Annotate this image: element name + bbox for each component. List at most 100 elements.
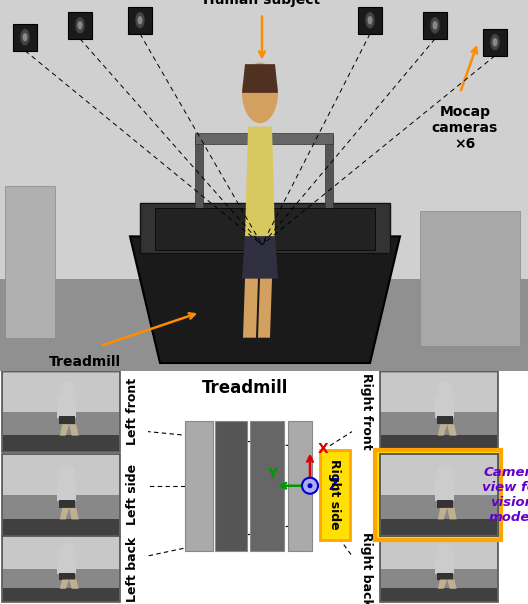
Circle shape [75,17,85,34]
Bar [380,536,498,602]
Text: Camera
view for
vision
model: Camera view for vision model [482,466,528,524]
Circle shape [437,543,453,559]
Bar [58,478,77,501]
Polygon shape [69,508,79,519]
Polygon shape [447,579,457,589]
Bar [381,455,497,495]
Text: Left back: Left back [127,536,139,602]
Text: Z: Z [328,478,339,493]
Bar [58,396,77,418]
Bar [59,416,75,425]
Bar [381,455,497,495]
Bar [3,569,119,589]
Bar [3,373,119,411]
Bar [381,373,497,411]
Bar [436,556,454,574]
Bar [423,12,447,39]
Polygon shape [130,236,400,363]
Text: Human subject: Human subject [203,0,320,7]
Circle shape [432,21,438,30]
Bar [437,500,453,508]
Polygon shape [438,508,447,519]
Text: Treadmill: Treadmill [202,379,288,397]
Bar [381,495,497,519]
Bar [3,495,119,519]
Circle shape [490,34,500,51]
Polygon shape [245,127,275,236]
Circle shape [493,38,497,47]
Bar [437,416,453,425]
Text: Right side: Right side [328,460,342,530]
Bar [0,0,528,278]
Bar [59,500,75,508]
Bar [3,537,119,569]
Bar [215,420,247,551]
Bar [320,449,350,540]
Polygon shape [447,508,457,519]
Bar [483,29,507,56]
Text: Right front: Right front [361,373,373,450]
Bar [381,495,497,519]
Circle shape [437,464,453,481]
Bar [436,478,454,501]
Circle shape [59,464,75,481]
Bar [380,454,498,536]
Bar [380,454,498,536]
Text: Left front: Left front [127,378,139,445]
Circle shape [23,33,27,41]
Bar [0,278,528,371]
Circle shape [365,12,375,29]
Polygon shape [438,425,447,435]
Bar [437,573,453,579]
Bar [195,133,333,144]
Text: Treadmill: Treadmill [49,355,121,368]
Polygon shape [60,508,69,519]
Bar [358,7,382,34]
Text: X: X [318,442,329,455]
Bar [3,519,119,535]
Polygon shape [242,236,278,278]
Circle shape [135,12,145,29]
Bar [3,435,119,451]
Bar [288,420,312,551]
Polygon shape [69,425,79,435]
Bar [195,135,203,236]
Text: Right back: Right back [361,532,373,604]
Circle shape [307,483,313,488]
Bar [3,588,119,601]
Bar [5,186,55,338]
Bar [13,24,37,51]
Polygon shape [438,579,447,589]
Circle shape [137,16,143,25]
Bar [381,519,497,535]
Bar [2,536,120,602]
Bar [2,454,120,536]
Bar [437,500,453,508]
Bar [381,435,497,451]
Polygon shape [447,425,457,435]
Circle shape [59,382,75,398]
Bar [250,420,284,551]
Bar [381,569,497,589]
Bar [381,519,497,535]
Bar [59,573,75,579]
Circle shape [20,29,30,45]
Polygon shape [258,278,272,338]
Bar [68,12,92,39]
Bar [3,411,119,435]
Text: Mocap
cameras
×6: Mocap cameras ×6 [432,104,498,151]
Polygon shape [60,425,69,435]
Polygon shape [243,278,258,338]
Circle shape [437,464,453,481]
Bar [381,537,497,569]
Polygon shape [69,579,79,589]
Polygon shape [447,508,457,519]
Circle shape [430,17,440,34]
Circle shape [59,543,75,559]
Bar [420,211,520,346]
Polygon shape [60,579,69,589]
Bar [436,478,454,501]
Bar [381,588,497,601]
Circle shape [302,478,318,493]
Bar [380,371,498,452]
